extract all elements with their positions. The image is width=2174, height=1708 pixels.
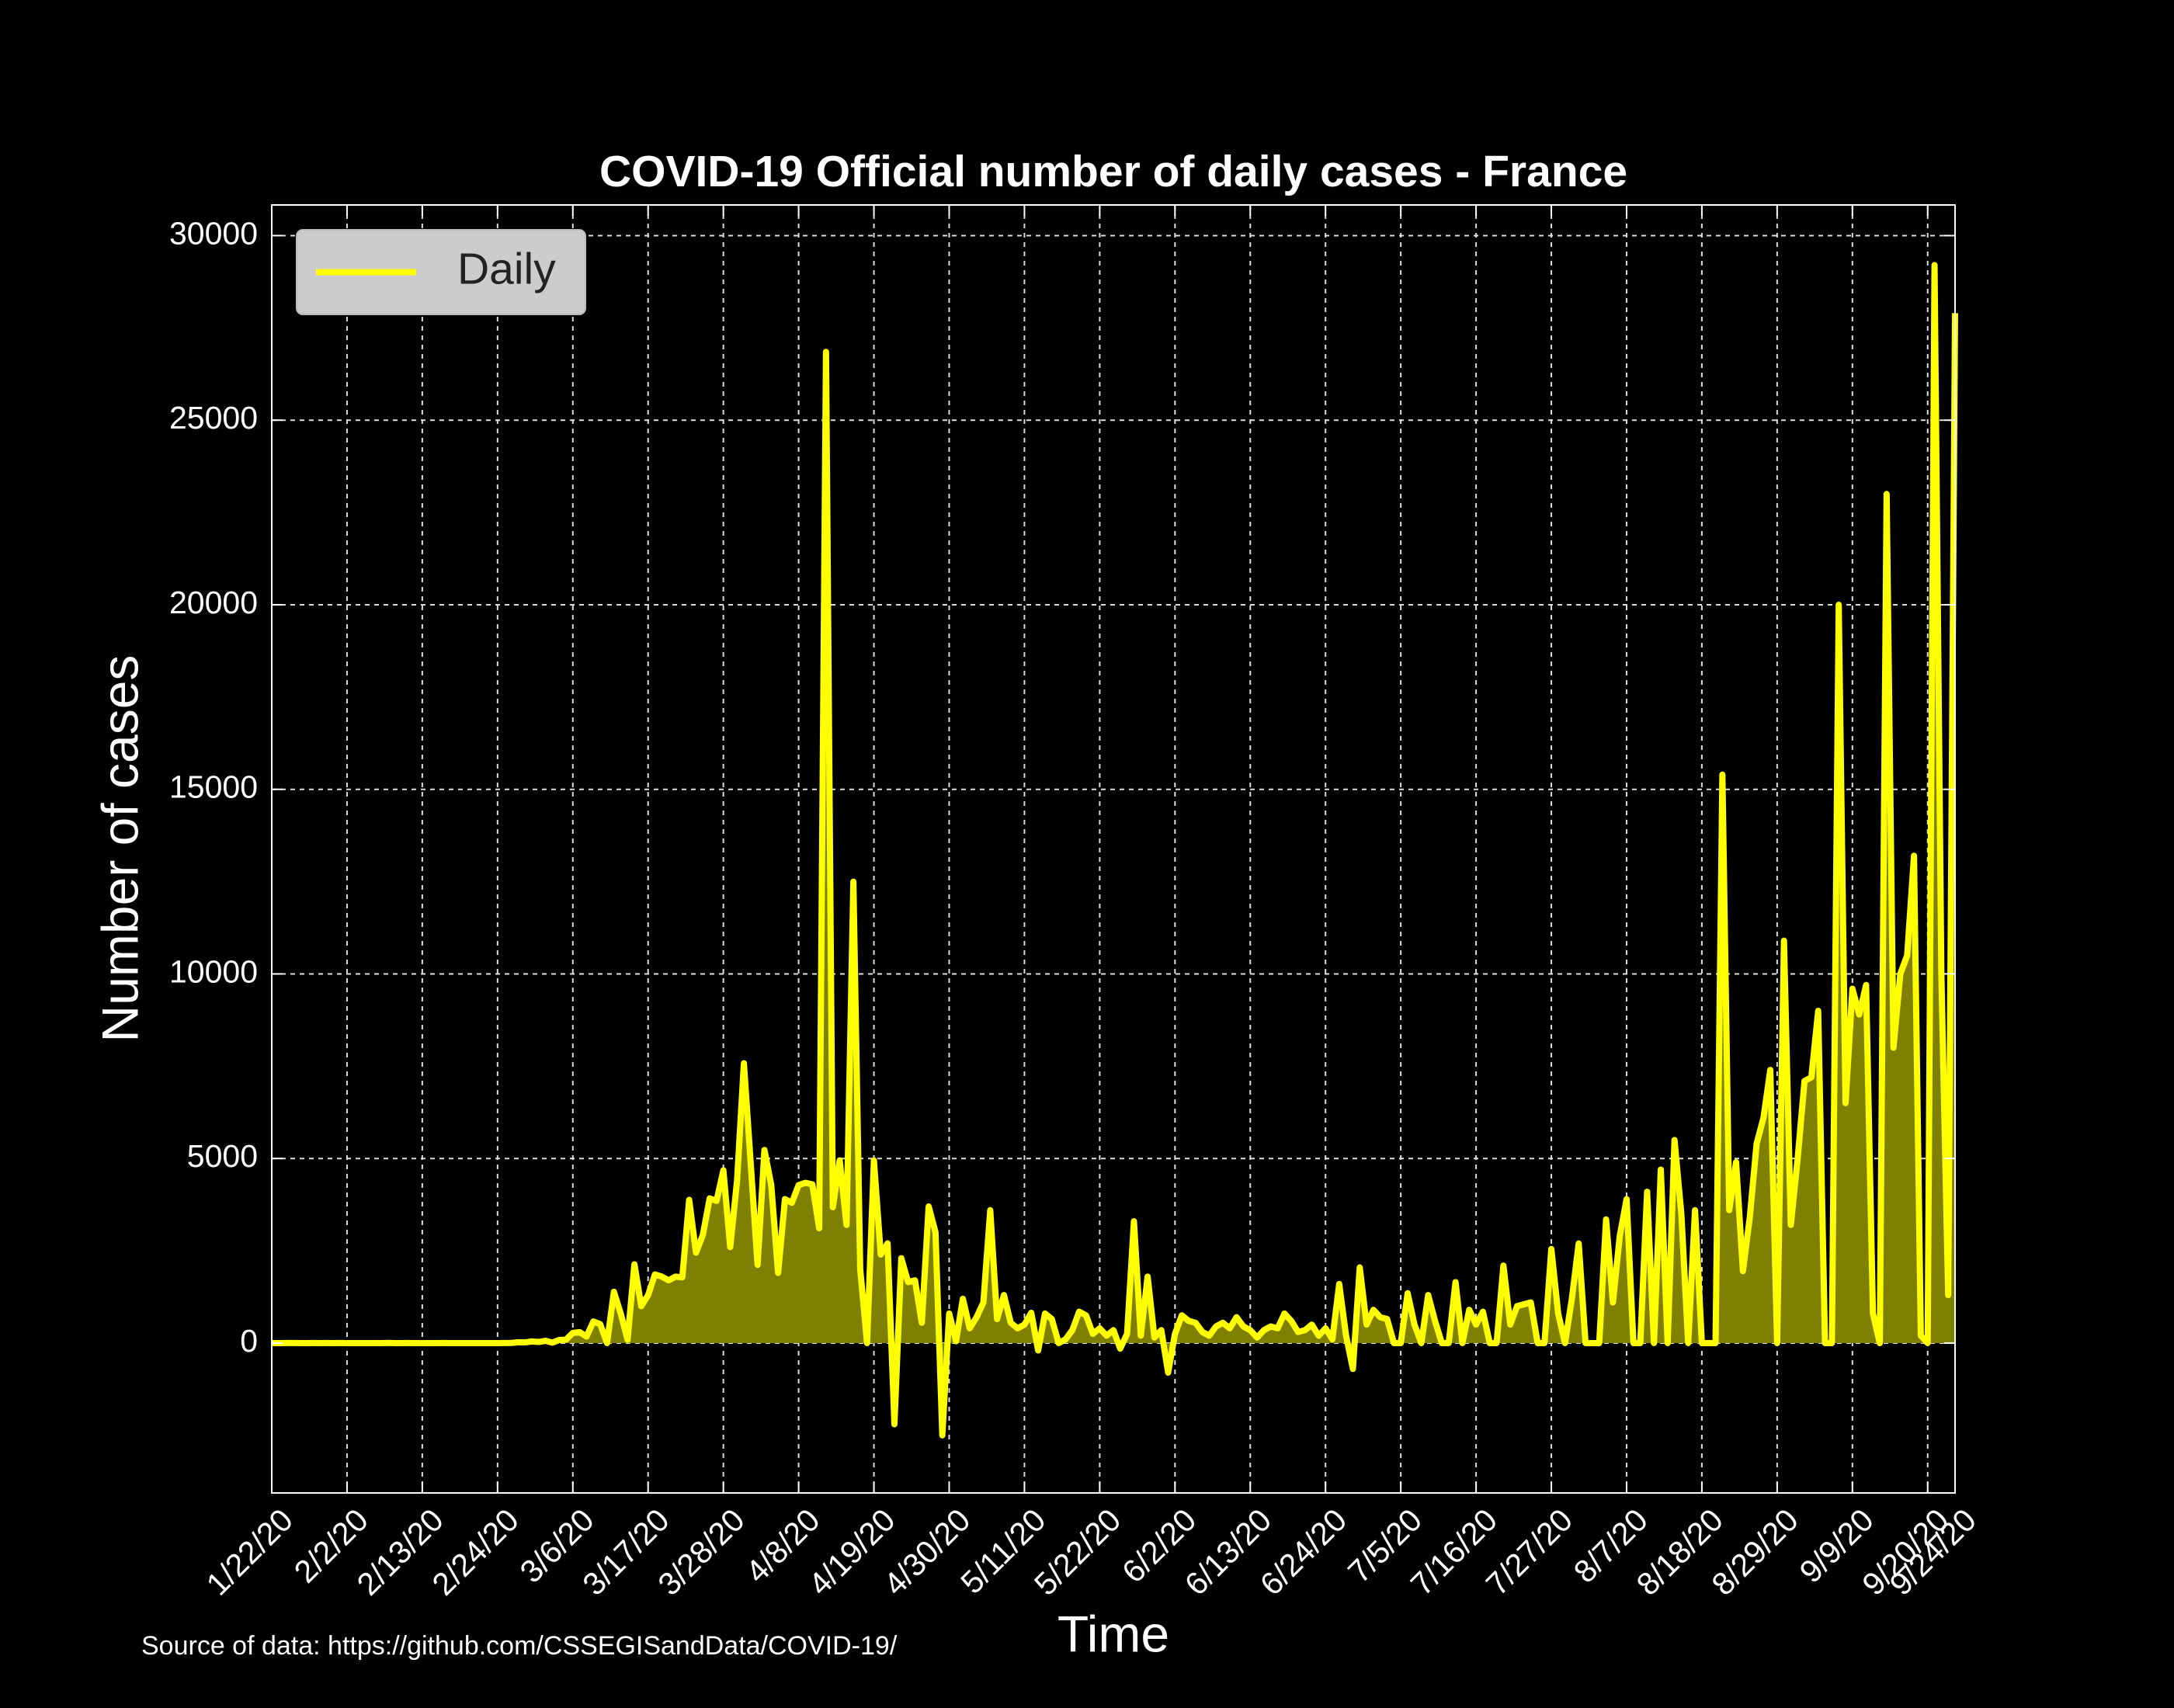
y-tick-label: 0 bbox=[240, 1323, 258, 1359]
source-note: Source of data: https://github.com/CSSEG… bbox=[141, 1631, 898, 1661]
chart-title: COVID-19 Official number of daily cases … bbox=[599, 147, 1627, 196]
plot-area bbox=[272, 262, 1958, 1439]
y-tick-label: 15000 bbox=[169, 769, 258, 805]
plot-frame bbox=[271, 204, 1956, 1494]
y-tick-label: 20000 bbox=[169, 585, 258, 620]
y-axis-label: Number of cases bbox=[91, 655, 148, 1043]
legend-box bbox=[296, 229, 586, 315]
y-tick-label: 5000 bbox=[187, 1138, 258, 1174]
legend: Daily bbox=[296, 229, 586, 315]
y-tick-label: 10000 bbox=[169, 953, 258, 989]
y-tick-label: 25000 bbox=[169, 400, 258, 436]
x-axis-label: Time bbox=[1057, 1605, 1169, 1662]
area-fill bbox=[272, 265, 1955, 1435]
y-tick-label: 30000 bbox=[169, 215, 258, 251]
legend-label: Daily bbox=[457, 245, 556, 294]
grid bbox=[271, 205, 1956, 1493]
line bbox=[272, 262, 1958, 1439]
